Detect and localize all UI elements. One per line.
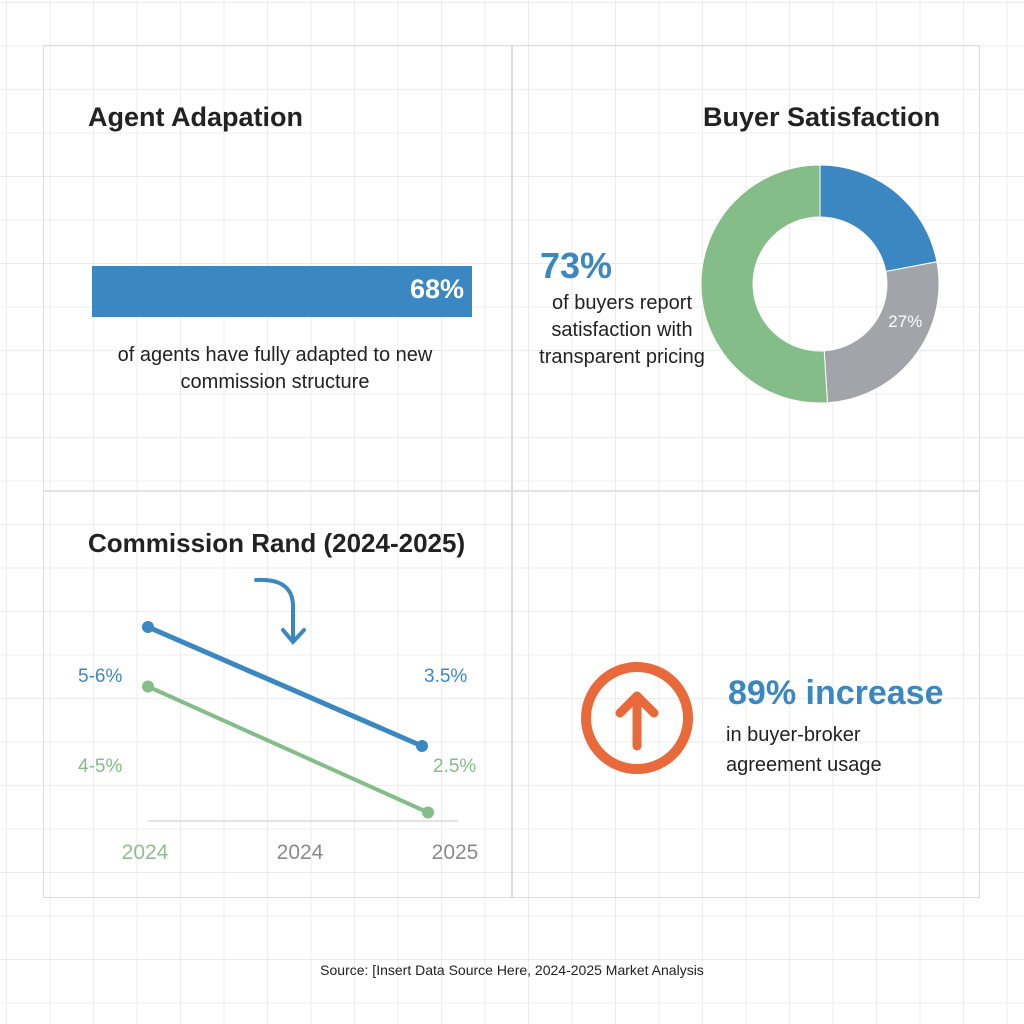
arrow-up-circle-icon — [581, 662, 693, 774]
x-tick-label: 2024 — [277, 841, 324, 864]
slice-label: 27% — [888, 312, 922, 331]
increase-headline: 89% increase — [728, 674, 944, 712]
divider — [43, 490, 980, 492]
agent-progress-bar: 68% — [92, 266, 472, 317]
data-label: 4-5% — [78, 756, 122, 777]
increase-caption: in buyer-broker agreement usage — [726, 724, 882, 776]
data-label: 2.5% — [433, 756, 476, 777]
donut-slice — [819, 164, 938, 273]
agent-caption: of agents have fully adapted to new comm… — [117, 344, 433, 393]
agent-title: Agent Adapation — [88, 102, 303, 132]
down-arrow-icon — [254, 577, 306, 646]
data-label: 5-6% — [78, 666, 122, 687]
x-tick-label: 2025 — [432, 841, 479, 864]
x-tick-label: 2024 — [122, 841, 169, 864]
data-point — [142, 680, 154, 693]
donut-slice — [823, 261, 940, 404]
series-line — [147, 624, 423, 749]
series-line — [147, 684, 429, 815]
data-point — [422, 806, 434, 819]
buyer-title: Buyer Satisfaction — [703, 102, 941, 132]
data-label: 3.5% — [424, 666, 467, 687]
donut-slice — [700, 164, 829, 404]
divider — [511, 45, 513, 898]
data-point — [416, 740, 428, 752]
buyer-caption: of buyers report satisfaction with trans… — [539, 292, 705, 368]
line-chart: 2024 2024 2025 5-6% 3.5% 4-5% 2.5% — [78, 577, 479, 864]
donut-chart: 27% — [700, 164, 940, 404]
data-point — [142, 621, 154, 633]
commission-title: Commission Rand (2024-2025) — [88, 528, 466, 558]
agent-progress-label: 68% — [409, 274, 464, 304]
buyer-headline: 73% — [540, 245, 613, 286]
source-note: Source: [Insert Data Source Here, 2024-2… — [320, 962, 704, 978]
